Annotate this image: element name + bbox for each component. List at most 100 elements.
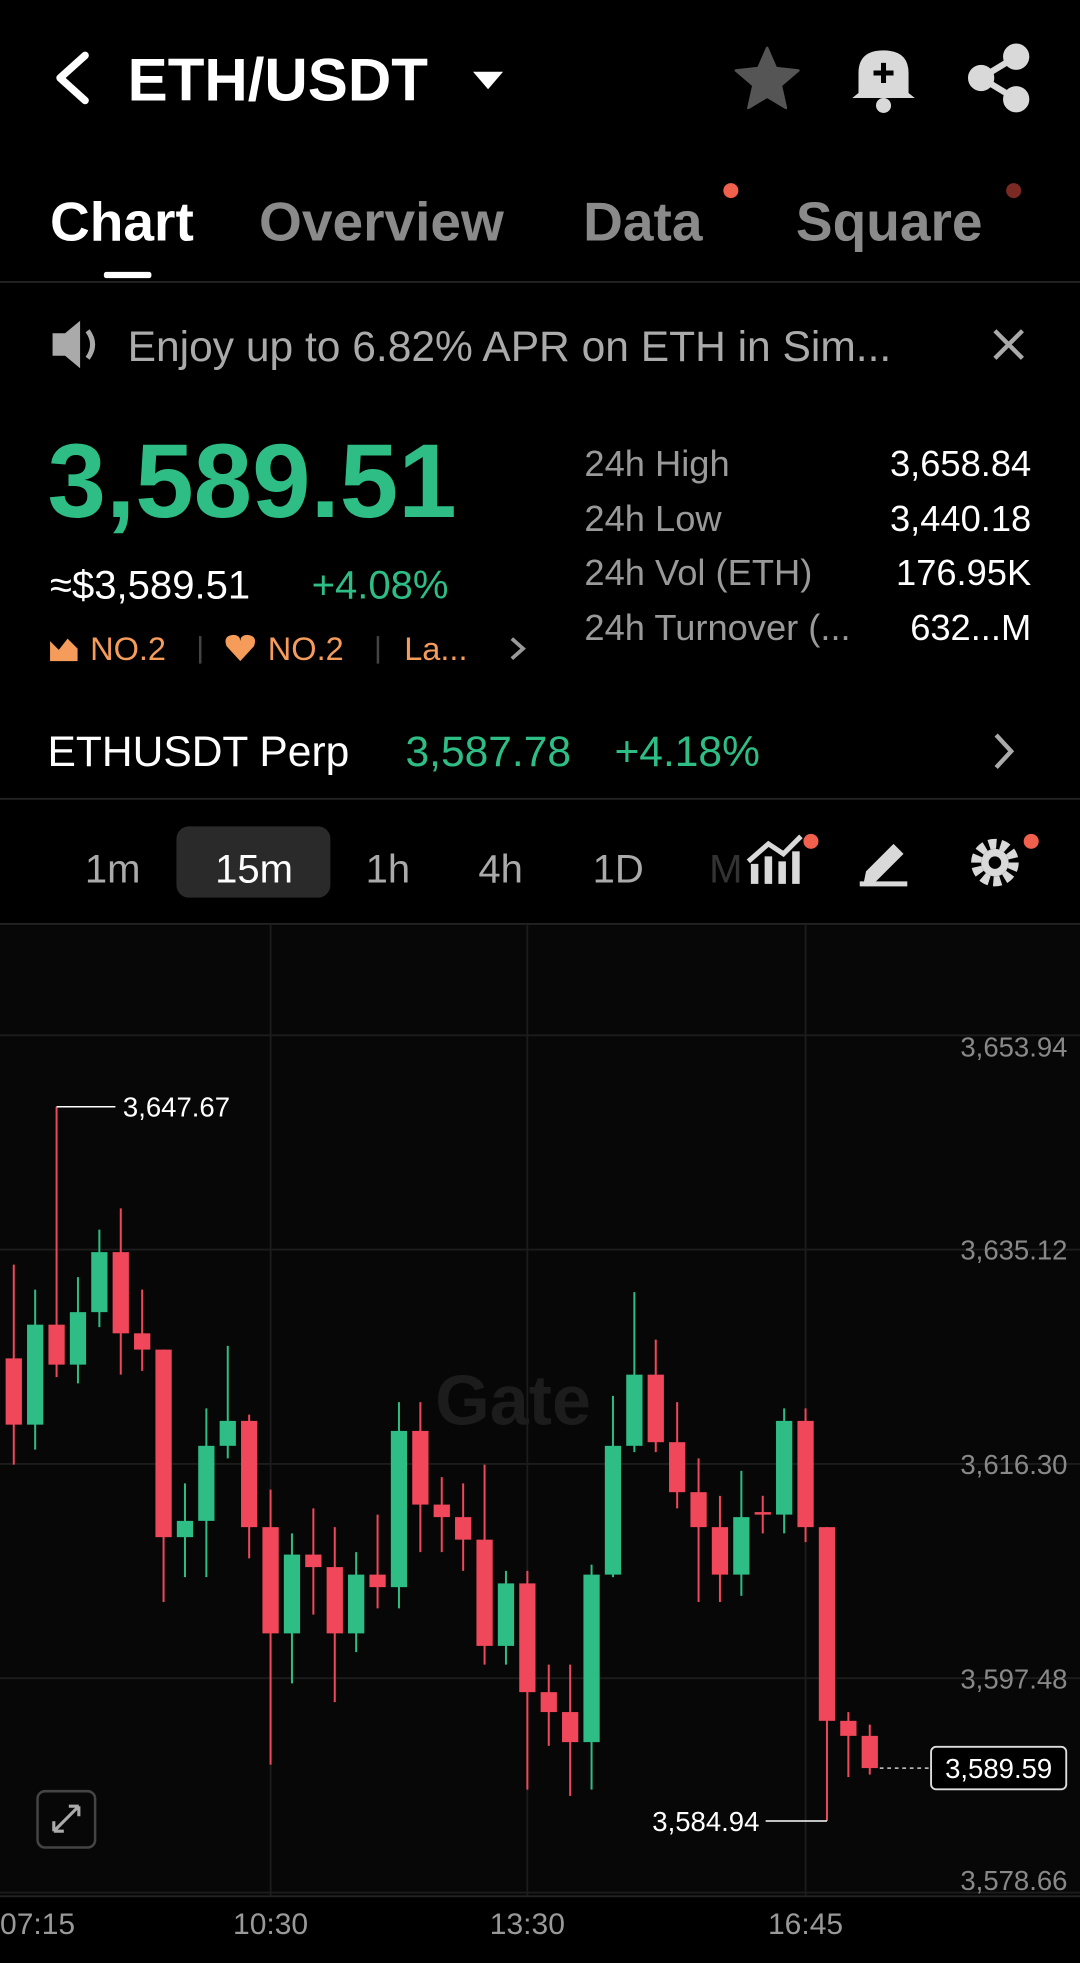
y-tick-label: 3,635.12 xyxy=(960,1235,1067,1266)
back-button[interactable] xyxy=(56,51,89,105)
candle-body xyxy=(497,1583,515,1646)
candlestick-chart: 3,578.66 3,597.48 3,616.30 3,635.12 3,653.94… xyxy=(0,925,1080,1941)
perp-name[interactable]: ETHUSDT Perp xyxy=(48,728,350,776)
interval-option[interactable]: 1D xyxy=(593,848,644,892)
candle-body xyxy=(540,1692,557,1713)
x-tick-label: 07:15 xyxy=(0,1908,75,1941)
perp-change: +4.18% xyxy=(614,728,759,776)
tab[interactable]: Chart xyxy=(50,191,194,253)
interval-option[interactable]: 15m xyxy=(215,848,293,892)
y-tick-label: 3,578.66 xyxy=(960,1865,1067,1896)
stat-label: 24h Turnover (... xyxy=(584,607,850,648)
candle-body xyxy=(219,1420,236,1446)
notification-dot xyxy=(1006,183,1022,199)
perp-price: 3,587.78 xyxy=(405,728,571,776)
rank-icon xyxy=(50,638,78,662)
stat-value: 176.95K xyxy=(896,552,1031,593)
candle-body xyxy=(134,1333,151,1350)
interval-option[interactable]: 4h xyxy=(478,848,523,892)
annotation-label: 3,647.67 xyxy=(123,1092,230,1123)
candle-body xyxy=(797,1420,814,1528)
candle-body xyxy=(840,1720,857,1736)
interval-option[interactable]: 1h xyxy=(366,848,411,892)
tab[interactable]: Square xyxy=(796,191,983,253)
candle-body xyxy=(647,1374,664,1443)
chart-area xyxy=(0,925,1080,1897)
chevron[interactable] xyxy=(510,637,526,661)
stats: 24h High 3,658.84 24h Low 3,440.18 24h Vol (… xyxy=(584,443,1031,648)
pair-title[interactable]: ETH/USDT xyxy=(128,46,429,113)
stat-label: 24h Low xyxy=(584,498,722,539)
candle-body xyxy=(27,1324,44,1425)
candle-body xyxy=(861,1735,878,1769)
indicator-button[interactable] xyxy=(746,834,803,884)
y-tick-label: 3,616.30 xyxy=(960,1449,1067,1480)
candle-body xyxy=(412,1430,429,1505)
tab[interactable]: Data xyxy=(583,191,703,253)
stat-label: 24h High xyxy=(584,443,729,484)
chevron[interactable] xyxy=(994,733,1015,769)
candle-body xyxy=(5,1358,22,1425)
candle-body xyxy=(690,1492,707,1528)
y-tick-label: 3,653.94 xyxy=(960,1032,1067,1063)
interval-option[interactable]: 1m xyxy=(85,848,141,892)
last-price-label: 3,589.59 xyxy=(945,1753,1052,1784)
candle-body xyxy=(305,1554,322,1568)
banner-close[interactable] xyxy=(993,329,1024,360)
candle-body xyxy=(433,1504,450,1518)
annotation-label: 3,584.94 xyxy=(652,1806,759,1837)
candle-body xyxy=(455,1517,472,1540)
speaker-icon xyxy=(52,320,96,369)
candle-body xyxy=(519,1583,536,1693)
candle-body xyxy=(326,1567,343,1634)
notification-dot xyxy=(803,833,819,849)
tab-indicator xyxy=(103,271,152,279)
candle-body xyxy=(369,1574,386,1588)
x-tick-label: 16:45 xyxy=(768,1908,843,1941)
candle-body xyxy=(198,1445,215,1521)
candle-body xyxy=(733,1517,750,1575)
draw-button[interactable] xyxy=(859,843,908,887)
candle-body xyxy=(69,1312,87,1365)
notification-dot xyxy=(1023,833,1039,849)
tab[interactable]: Overview xyxy=(259,191,504,253)
candle-body xyxy=(112,1252,129,1334)
rank-badge[interactable]: NO.2 xyxy=(90,631,166,667)
candle-body xyxy=(711,1527,729,1575)
usd-price: ≈$3,589.51 xyxy=(50,564,250,608)
share-button[interactable] xyxy=(967,43,1030,113)
stat-value: 3,658.84 xyxy=(890,443,1031,484)
favorite-star[interactable] xyxy=(734,46,800,110)
banner-text[interactable]: Enjoy up to 6.82% APR on ETH in Sim... xyxy=(128,323,892,371)
last-price: 3,589.51 xyxy=(48,423,457,540)
candle-body xyxy=(48,1324,65,1365)
watermark: Gate xyxy=(435,1362,591,1440)
candle-body xyxy=(262,1527,279,1634)
settings-button[interactable] xyxy=(971,838,1019,887)
candle-body xyxy=(176,1520,194,1538)
candle-body xyxy=(604,1445,622,1575)
stat-value: 3,440.18 xyxy=(890,498,1031,539)
expand-button[interactable] xyxy=(36,1789,97,1849)
last-price-box xyxy=(930,1745,1068,1791)
rank-badge[interactable]: La... xyxy=(404,631,467,667)
candle-body xyxy=(776,1420,793,1515)
alert-bell[interactable] xyxy=(852,50,915,113)
rank-badge[interactable]: NO.2 xyxy=(268,631,344,667)
interval-option[interactable]: M xyxy=(709,848,742,892)
candle-body xyxy=(283,1554,301,1634)
heart-icon xyxy=(225,634,256,662)
candle-body xyxy=(241,1420,258,1528)
candle-body xyxy=(91,1252,108,1313)
price-change: +4.08% xyxy=(312,564,449,608)
candle-body xyxy=(476,1539,493,1646)
notification-dot xyxy=(723,183,739,199)
candle-body xyxy=(818,1527,836,1721)
interval-bar: 1m 15m 1h 4h 1D M xyxy=(85,848,743,892)
interval-selected-bg xyxy=(176,826,331,898)
candle-body xyxy=(583,1574,600,1743)
pair-dropdown[interactable] xyxy=(473,71,504,90)
candle-body xyxy=(754,1512,771,1515)
